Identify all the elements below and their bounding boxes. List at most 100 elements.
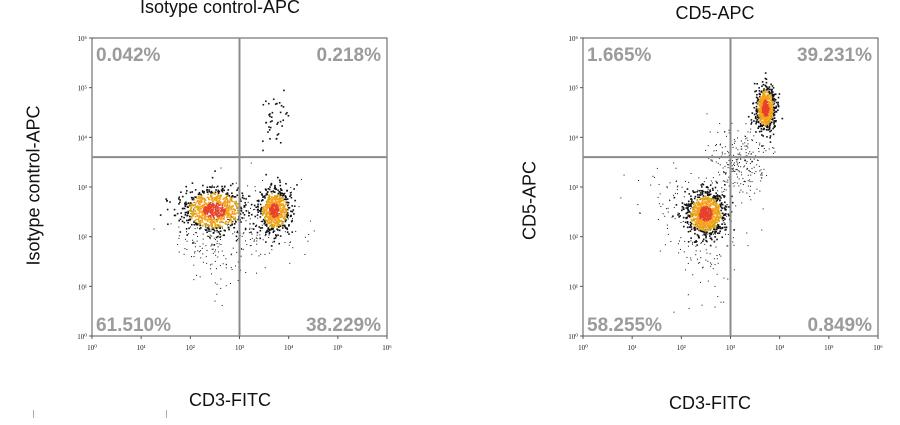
event-dot: [770, 118, 773, 121]
event-dot: [208, 235, 210, 237]
event-dot: [763, 98, 765, 101]
event-dot: [227, 199, 229, 201]
event-dot: [702, 266, 704, 268]
event-dot: [204, 223, 207, 226]
event-dot: [775, 101, 778, 104]
event-dot: [290, 187, 292, 189]
event-dot: [225, 211, 227, 214]
event-dot: [698, 207, 701, 209]
event-dot: [677, 243, 679, 245]
event-dot: [231, 182, 234, 185]
event-dot: [194, 215, 197, 218]
event-dot: [764, 105, 767, 108]
event-dot: [725, 213, 727, 215]
event-dot: [714, 207, 717, 210]
event-dot: [211, 224, 214, 227]
y-tick-label: 10³: [569, 184, 578, 192]
event-dot: [199, 205, 202, 208]
event-dot: [762, 102, 764, 105]
event-dot: [704, 225, 706, 228]
event-dot: [772, 110, 774, 112]
event-dot: [223, 204, 226, 206]
event-dot: [736, 164, 738, 166]
event-dot: [726, 204, 728, 206]
event-dot: [211, 198, 214, 200]
event-dot: [730, 211, 733, 213]
event-dot: [229, 198, 232, 201]
event-dot: [725, 228, 727, 231]
event-dot: [237, 187, 240, 189]
event-dot: [761, 108, 764, 111]
event-dot: [726, 162, 728, 164]
event-dot: [277, 234, 279, 237]
event-dot: [718, 204, 720, 206]
event-dot: [762, 114, 764, 117]
event-dot: [268, 237, 270, 239]
event-dot: [281, 204, 283, 207]
event-dot: [732, 241, 734, 243]
event-dot: [226, 195, 228, 197]
event-dot: [711, 220, 714, 222]
event-dot: [204, 214, 207, 216]
event-dot: [691, 214, 694, 216]
event-points: [620, 72, 784, 313]
event-dot: [283, 89, 285, 92]
event-dot: [184, 248, 186, 250]
event-dot: [709, 226, 712, 229]
event-dot: [747, 185, 749, 187]
event-dot: [203, 190, 205, 193]
event-dot: [712, 233, 714, 235]
event-dot: [270, 203, 273, 206]
event-dot: [212, 192, 214, 195]
event-dot: [702, 225, 704, 227]
event-dot: [675, 181, 677, 183]
event-dot: [269, 113, 271, 115]
event-dot: [219, 238, 221, 240]
event-dot: [173, 214, 176, 217]
event-dot: [700, 216, 703, 219]
event-dot: [709, 219, 712, 222]
event-dot: [204, 208, 207, 211]
event-dot: [761, 145, 763, 147]
event-dot: [263, 205, 266, 208]
event-dot: [707, 219, 710, 222]
event-dot: [702, 230, 705, 233]
event-dot: [720, 206, 723, 209]
event-dot: [721, 236, 724, 239]
event-dot: [217, 251, 219, 253]
event-dot: [766, 104, 768, 106]
event-dot: [184, 211, 187, 214]
event-dot: [233, 200, 235, 203]
event-dot: [196, 205, 199, 208]
event-dot: [217, 246, 219, 248]
event-dot: [192, 214, 195, 216]
event-dot: [234, 220, 237, 223]
event-dot: [724, 172, 726, 174]
event-dot: [708, 191, 710, 194]
event-dot: [686, 217, 689, 219]
event-dot: [274, 207, 277, 209]
event-dot: [213, 199, 215, 201]
event-dot: [228, 194, 231, 197]
event-dot: [718, 214, 721, 216]
event-dot: [773, 147, 775, 149]
event-dot: [767, 101, 769, 104]
event-dot: [768, 102, 770, 105]
event-dot: [223, 229, 226, 232]
event-dot: [713, 258, 715, 260]
event-dot: [214, 170, 216, 172]
event-dot: [280, 215, 283, 218]
event-dot: [230, 219, 232, 222]
event-dot: [183, 207, 186, 210]
event-dot: [237, 206, 240, 209]
event-dot: [281, 210, 283, 212]
event-dot: [213, 197, 216, 200]
event-dot: [688, 205, 691, 207]
event-dot: [698, 209, 701, 212]
event-dot: [764, 109, 767, 112]
event-dot: [705, 215, 707, 218]
event-dot: [697, 189, 699, 191]
event-dot: [204, 217, 206, 219]
event-dot: [686, 226, 689, 229]
event-dot: [709, 237, 712, 240]
